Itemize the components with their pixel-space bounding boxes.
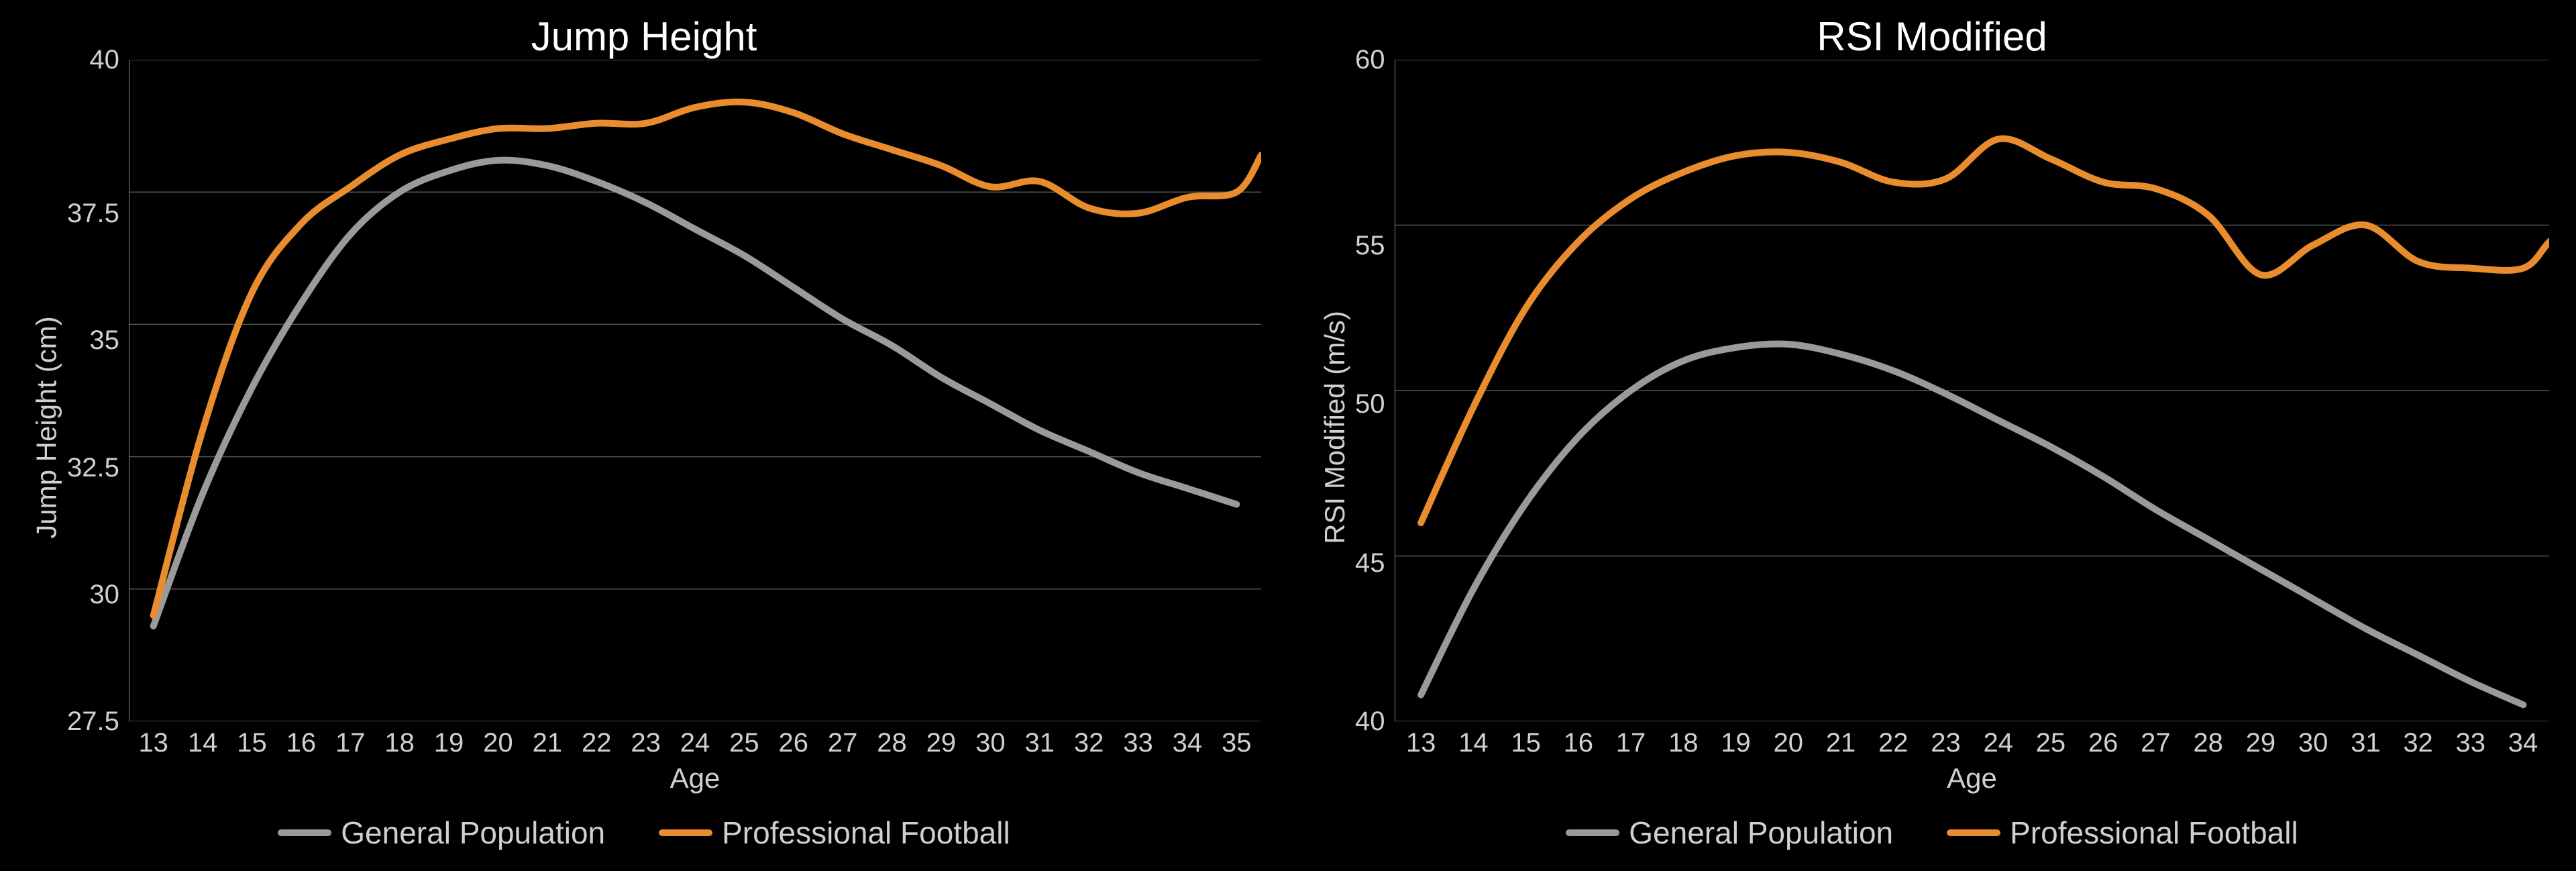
x-tick: 25	[720, 728, 769, 758]
x-tick: 29	[2235, 728, 2287, 758]
y-axis-label: Jump Height (cm)	[31, 316, 63, 538]
x-tick: 31	[2339, 728, 2392, 758]
legend-label: Professional Football	[722, 815, 1010, 851]
x-tick: 31	[1015, 728, 1064, 758]
x-tick: 27	[818, 728, 867, 758]
legend-item: Professional Football	[1947, 815, 2298, 851]
plot-area	[129, 60, 1261, 721]
legend-label: General Population	[1629, 815, 1893, 851]
chart-legend: General Population Professional Football	[27, 795, 1261, 858]
x-tick: 32	[2392, 728, 2444, 758]
x-tick: 34	[2497, 728, 2549, 758]
x-tick: 25	[2025, 728, 2077, 758]
series-line	[154, 102, 1261, 615]
legend-swatch	[1566, 829, 1619, 836]
y-tick: 35	[89, 327, 119, 354]
x-tick: 14	[1447, 728, 1499, 758]
x-tick: 23	[621, 728, 670, 758]
x-tick: 32	[1064, 728, 1113, 758]
x-tick: 13	[129, 728, 178, 758]
x-axis-label: Age	[129, 758, 1261, 795]
y-tick: 40	[1355, 708, 1385, 735]
x-tick: 15	[1499, 728, 1552, 758]
legend-swatch	[1947, 829, 2000, 836]
x-tick: 19	[424, 728, 473, 758]
y-tick: 45	[1355, 550, 1385, 576]
x-axis-label: Age	[1395, 758, 2549, 795]
x-tick: 30	[966, 728, 1015, 758]
chart-legend: General Population Professional Football	[1315, 795, 2549, 858]
x-tick: 28	[2182, 728, 2235, 758]
chart-title: Jump Height	[27, 13, 1261, 60]
x-axis-ticks: 1314151617181920212223242526272829303132…	[129, 721, 1261, 758]
series-line	[1421, 344, 2523, 705]
legend-item: General Population	[1566, 815, 1893, 851]
y-tick: 30	[89, 581, 119, 608]
x-tick: 30	[2287, 728, 2339, 758]
plot-area	[1395, 60, 2550, 721]
y-tick: 27.5	[67, 708, 119, 735]
x-tick: 17	[1605, 728, 1657, 758]
x-tick: 15	[227, 728, 276, 758]
series-line	[1421, 139, 2549, 523]
x-tick: 16	[1552, 728, 1605, 758]
chart-panel-jump-height: Jump Height Jump Height (cm) 40 37.5 35 32.…	[0, 0, 1288, 871]
x-tick: 14	[178, 728, 227, 758]
y-axis-ticks: 4037.53532.53027.5	[67, 60, 129, 721]
x-tick: 26	[769, 728, 818, 758]
x-tick: 33	[1114, 728, 1163, 758]
x-tick: 20	[1762, 728, 1815, 758]
chart-body: RSI Modified (m/s) 6055504540 1314151617…	[1315, 60, 2549, 795]
legend-swatch	[659, 829, 712, 836]
legend-label: Professional Football	[2010, 815, 2298, 851]
y-axis-label: RSI Modified (m/s)	[1319, 311, 1351, 544]
x-tick: 21	[523, 728, 572, 758]
legend-swatch	[278, 829, 331, 836]
x-tick: 35	[1212, 728, 1261, 758]
legend-item: General Population	[278, 815, 605, 851]
x-tick: 13	[1395, 728, 1447, 758]
x-tick: 26	[2077, 728, 2129, 758]
series-line	[154, 160, 1237, 626]
x-tick: 28	[867, 728, 916, 758]
x-tick: 18	[375, 728, 424, 758]
x-tick: 33	[2445, 728, 2497, 758]
x-axis-ticks: 1314151617181920212223242526272829303132…	[1395, 721, 2549, 758]
legend-label: General Population	[341, 815, 605, 851]
x-tick: 24	[670, 728, 719, 758]
x-tick: 20	[474, 728, 523, 758]
x-tick: 34	[1163, 728, 1212, 758]
legend-item: Professional Football	[659, 815, 1010, 851]
x-tick: 19	[1709, 728, 1762, 758]
y-tick: 32.5	[67, 454, 119, 481]
x-tick: 22	[1867, 728, 1919, 758]
x-tick: 22	[572, 728, 621, 758]
y-tick: 60	[1355, 46, 1385, 73]
x-tick: 17	[326, 728, 375, 758]
y-tick: 40	[89, 46, 119, 73]
y-tick: 50	[1355, 391, 1385, 417]
y-tick: 55	[1355, 232, 1385, 259]
y-tick: 37.5	[67, 200, 119, 227]
y-axis-ticks: 6055504540	[1355, 60, 1395, 721]
x-tick: 16	[276, 728, 325, 758]
chart-panel-rsi: RSI Modified RSI Modified (m/s) 60 55 50 45…	[1288, 0, 2576, 871]
x-tick: 23	[1919, 728, 1972, 758]
x-tick: 21	[1815, 728, 1867, 758]
x-tick: 24	[1972, 728, 2025, 758]
x-tick: 27	[2129, 728, 2182, 758]
chart-body: Jump Height (cm) 4037.53532.53027.5 1314…	[27, 60, 1261, 795]
x-tick: 29	[916, 728, 965, 758]
chart-title: RSI Modified	[1315, 13, 2549, 60]
x-tick: 18	[1657, 728, 1709, 758]
